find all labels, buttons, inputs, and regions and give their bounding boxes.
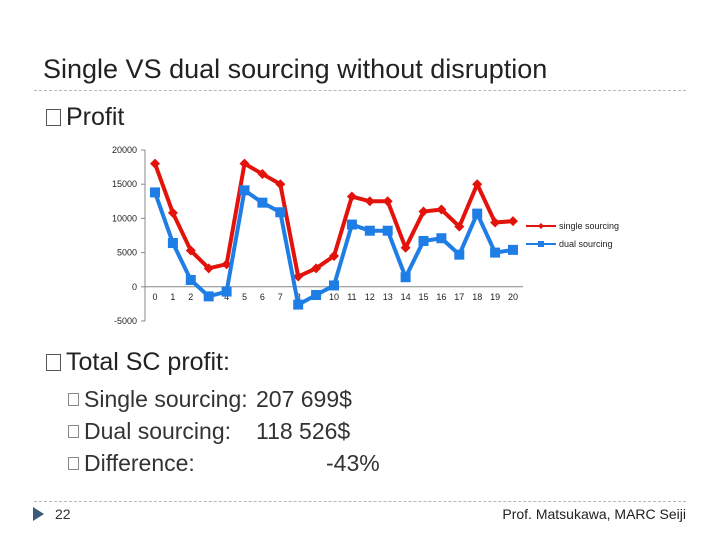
x-tick-label: 2 — [188, 292, 193, 302]
single-sourcing-point — [418, 206, 429, 217]
slide-title: Single VS dual sourcing without disrupti… — [43, 54, 548, 84]
y-tick-label: 10000 — [112, 213, 137, 223]
x-tick-label: 17 — [454, 292, 464, 302]
dual-sourcing-point — [167, 238, 178, 249]
single-sourcing-point — [257, 168, 268, 179]
dual-sourcing-point — [275, 207, 286, 218]
slide-arrow-icon — [33, 507, 44, 521]
y-tick-label: 20000 — [112, 145, 137, 155]
dual-sourcing-point — [311, 290, 322, 301]
single-sourcing-point — [400, 242, 411, 253]
x-tick-label: 13 — [383, 292, 393, 302]
single-sourcing-point — [239, 158, 250, 169]
single-sourcing-point — [275, 179, 286, 190]
single-sourcing-point — [185, 245, 196, 256]
difference-value: -43% — [326, 450, 380, 476]
total-sc-profit-label: Total SC profit: — [66, 348, 230, 376]
x-tick-label: 1 — [170, 292, 175, 302]
single-sourcing-point — [150, 158, 160, 169]
single-sourcing-point — [329, 251, 339, 262]
dual-sourcing-point — [150, 187, 160, 198]
single-sourcing-point — [382, 196, 393, 207]
y-tick-label: 0 — [132, 282, 137, 292]
footer-credit: Prof. Matsukawa, MARC Seiji — [502, 506, 686, 522]
dual-sourcing-point — [239, 185, 250, 196]
dual-sourcing-point — [508, 244, 518, 255]
difference-item: Difference: -43% — [68, 450, 380, 477]
y-tick-label: 15000 — [112, 179, 137, 189]
x-tick-label: 7 — [278, 292, 283, 302]
legend-marker-square — [538, 241, 544, 247]
y-tick-label: 5000 — [117, 248, 137, 258]
dual-sourcing-point — [472, 208, 483, 219]
single-sourcing-point — [167, 207, 178, 218]
page-number: 22 — [55, 506, 71, 522]
dual-sourcing-point — [329, 280, 339, 291]
single-sourcing-value: 207 699$ — [256, 386, 352, 412]
x-tick-label: 12 — [365, 292, 375, 302]
x-tick-label: 6 — [260, 292, 265, 302]
single-sourcing-point — [311, 263, 322, 274]
sub-bullet-box-icon — [68, 457, 79, 470]
dual-sourcing-point — [346, 219, 357, 230]
dual-sourcing-point — [221, 286, 232, 297]
total-sc-profit-bullet: Total SC profit: — [46, 348, 230, 377]
dual-sourcing-point — [382, 225, 393, 236]
single-sourcing-point — [346, 191, 357, 202]
x-tick-label: 11 — [347, 292, 356, 302]
x-tick-label: 0 — [152, 292, 157, 302]
x-tick-label: 5 — [242, 292, 247, 302]
y-tick-label: -5000 — [114, 316, 137, 326]
title-divider — [34, 90, 686, 91]
dual-sourcing-point — [185, 274, 196, 285]
profit-bullet-label: Profit — [66, 103, 125, 131]
profit-bullet: Profit — [46, 103, 124, 132]
dual-sourcing-item: Dual sourcing: 118 526$ — [68, 418, 350, 445]
single-sourcing-point — [364, 196, 375, 207]
single-sourcing-point — [490, 217, 501, 228]
dual-sourcing-point — [490, 247, 501, 258]
x-tick-label: 14 — [401, 292, 411, 302]
x-tick-label: 4 — [224, 292, 229, 302]
x-tick-label: 16 — [436, 292, 446, 302]
x-tick-label: 18 — [472, 292, 482, 302]
x-tick-label: 19 — [490, 292, 500, 302]
bullet-box-icon — [46, 354, 61, 371]
legend-label-single-sourcing: single sourcing — [559, 221, 619, 231]
single-sourcing-point — [203, 263, 214, 274]
dual-sourcing-value: 118 526$ — [256, 418, 351, 444]
dual-sourcing-point — [454, 249, 465, 260]
single-sourcing-point — [508, 216, 518, 227]
dual-sourcing-label: Dual sourcing: — [84, 418, 232, 444]
single-sourcing-point — [472, 179, 483, 190]
sub-bullet-box-icon — [68, 393, 79, 406]
legend-label-dual-sourcing: dual sourcing — [559, 239, 613, 249]
dual-sourcing-point — [203, 291, 214, 302]
dual-sourcing-point — [400, 272, 411, 283]
footer-divider — [34, 501, 686, 502]
dual-sourcing-point — [418, 235, 429, 246]
dual-sourcing-point — [364, 225, 375, 236]
bullet-box-icon — [46, 109, 61, 126]
single-sourcing-label: Single sourcing: — [84, 386, 248, 412]
legend-marker-diamond — [538, 223, 544, 229]
dual-sourcing-point — [257, 197, 268, 208]
dual-sourcing-point — [436, 233, 447, 244]
difference-label: Difference: — [84, 450, 195, 476]
dual-sourcing-point — [293, 299, 304, 310]
sub-bullet-box-icon — [68, 425, 79, 438]
x-tick-label: 10 — [329, 292, 339, 302]
x-tick-label: 15 — [418, 292, 428, 302]
x-tick-label: 20 — [508, 292, 518, 302]
single-sourcing-point — [454, 221, 465, 232]
single-sourcing-item: Single sourcing: 207 699$ — [68, 386, 352, 413]
single-sourcing-point — [293, 271, 304, 282]
single-sourcing-point — [436, 204, 447, 215]
